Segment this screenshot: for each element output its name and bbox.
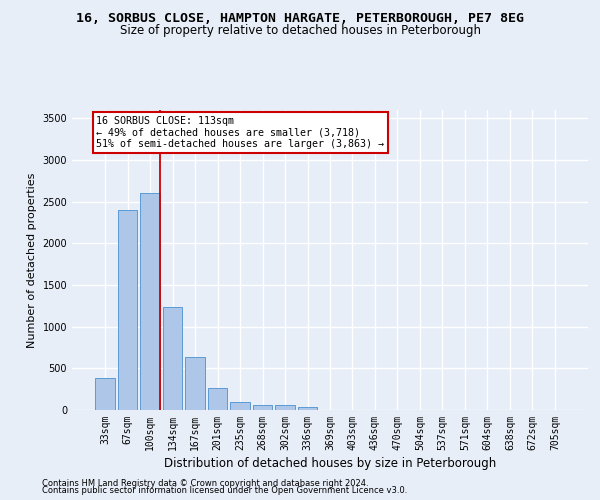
Bar: [140, 192, 160, 410]
Bar: [253, 405, 272, 410]
Text: 16, SORBUS CLOSE, HAMPTON HARGATE, PETERBOROUGH, PE7 8EG: 16, SORBUS CLOSE, HAMPTON HARGATE, PETER…: [76, 12, 524, 26]
Bar: [275, 406, 295, 410]
Bar: [95, 378, 115, 410]
Text: 16 SORBUS CLOSE: 113sqm
← 49% of detached houses are smaller (3,718)
51% of semi: 16 SORBUS CLOSE: 113sqm ← 49% of detache…: [96, 116, 384, 149]
Y-axis label: Number of detached properties: Number of detached properties: [27, 172, 37, 348]
X-axis label: Distribution of detached houses by size in Peterborough: Distribution of detached houses by size …: [164, 457, 496, 470]
Bar: [118, 210, 137, 410]
Text: Contains HM Land Registry data © Crown copyright and database right 2024.: Contains HM Land Registry data © Crown c…: [42, 478, 368, 488]
Bar: [163, 306, 182, 410]
Bar: [208, 388, 227, 410]
Bar: [185, 356, 205, 410]
Text: Size of property relative to detached houses in Peterborough: Size of property relative to detached ho…: [119, 24, 481, 37]
Bar: [230, 402, 250, 410]
Bar: [298, 406, 317, 410]
Text: Contains public sector information licensed under the Open Government Licence v3: Contains public sector information licen…: [42, 486, 407, 495]
